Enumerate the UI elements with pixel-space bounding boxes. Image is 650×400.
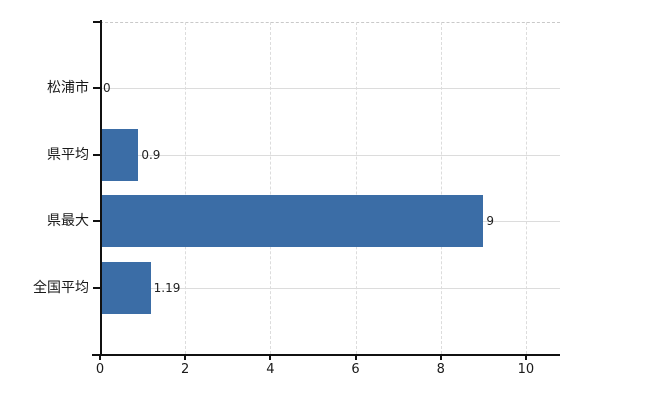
bar-県最大 (100, 195, 484, 248)
vertical-gridline (185, 22, 187, 354)
x-axis-tick (184, 354, 187, 360)
vertical-gridline (270, 22, 272, 354)
x-axis-tick (269, 354, 272, 360)
horizontal-gridline (100, 88, 560, 90)
x-axis-tick-label: 2 (181, 362, 190, 377)
bar-全国平均 (100, 261, 151, 314)
category-label-全国平均: 全国平均 (33, 279, 89, 296)
horizontal-gridline (100, 154, 560, 156)
bar-県平均 (100, 128, 139, 181)
x-axis-tick-label: 0 (95, 362, 105, 377)
bar-value-label: 0 (103, 81, 111, 96)
bar-value-label: 1.19 (153, 280, 181, 295)
category-label-県最大: 県最大 (47, 213, 89, 230)
vertical-gridline (355, 22, 357, 354)
bar-value-label: 9 (486, 214, 494, 229)
horizontal-gridline (100, 287, 560, 289)
bar-value-label: 0.9 (141, 147, 161, 162)
x-axis-tick (99, 354, 101, 360)
vertical-gridline (440, 22, 442, 354)
vertical-gridline (525, 22, 527, 354)
x-axis-tick (354, 354, 357, 360)
x-axis-tick (439, 354, 442, 360)
x-axis-tick (524, 354, 527, 360)
y-axis-top-tick (93, 21, 100, 23)
x-axis-tick-label: 4 (266, 362, 275, 377)
plot-top-border (100, 22, 560, 23)
plot-area: 0 0.9 9 1.19 (100, 22, 560, 354)
x-axis-tick-label: 6 (351, 362, 360, 377)
x-axis-tick-label: 8 (436, 362, 445, 377)
y-axis-line (100, 20, 102, 354)
x-axis-tick-label: 10 (517, 362, 535, 377)
y-axis-tick (93, 87, 100, 90)
y-axis-tick (93, 286, 100, 289)
x-axis-line (92, 354, 560, 356)
y-axis-tick (93, 220, 100, 223)
category-label-松浦市: 松浦市 (47, 80, 89, 97)
category-label-県平均: 県平均 (47, 146, 89, 163)
y-axis-tick (93, 153, 100, 156)
